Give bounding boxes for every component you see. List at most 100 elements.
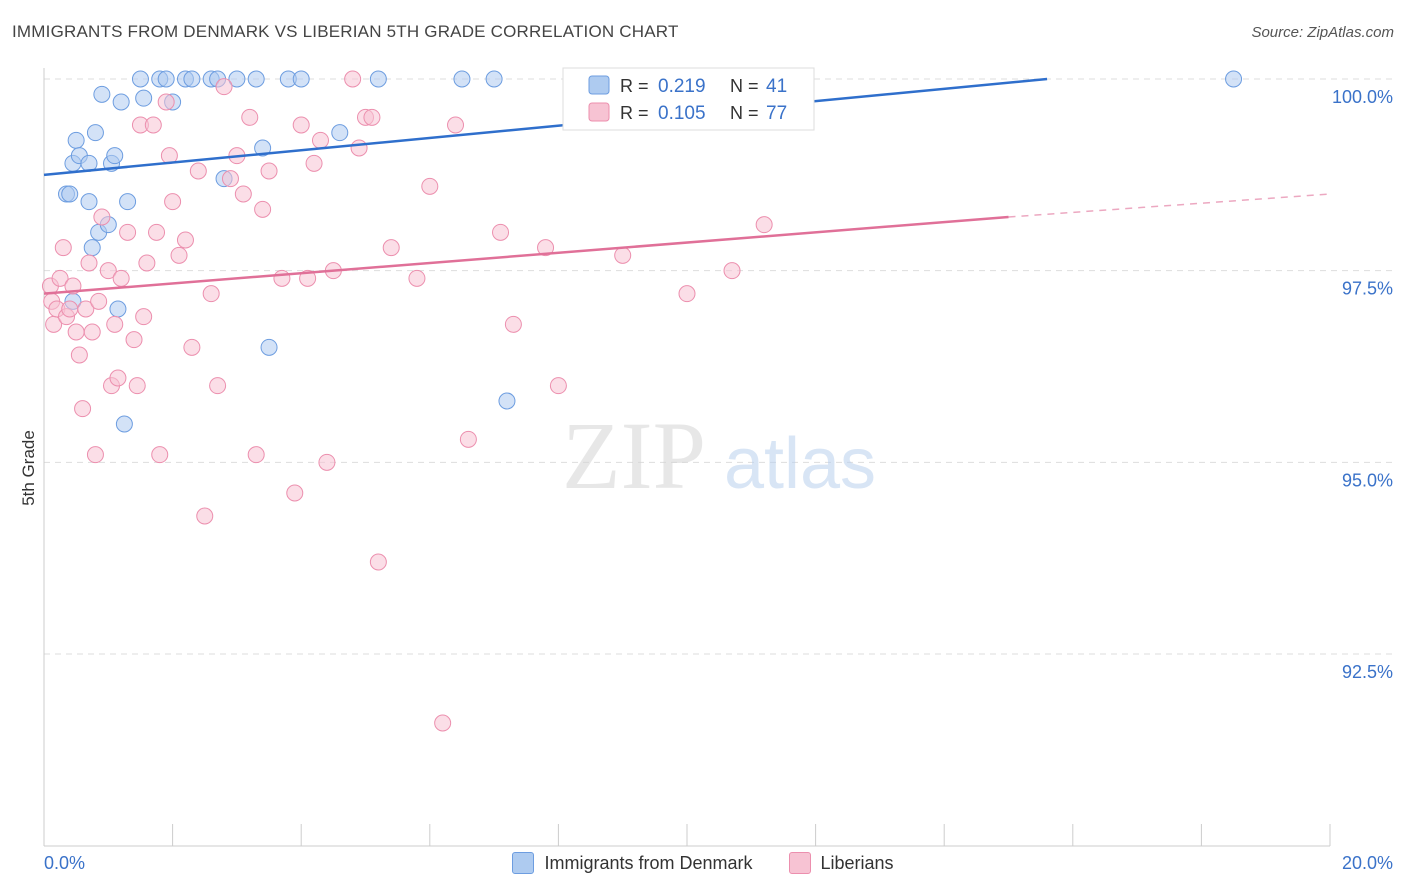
y-tick-labels: 92.5% 95.0% 97.5% 100.0% <box>1332 87 1393 682</box>
legend-item-denmark[interactable]: Immigrants from Denmark <box>512 852 753 874</box>
liberian-point <box>434 714 452 732</box>
denmark-point <box>260 338 278 356</box>
liberian-point <box>176 231 194 249</box>
liberian-point <box>144 116 162 134</box>
denmark-point <box>119 193 137 211</box>
chart-title: IMMIGRANTS FROM DENMARK VS LIBERIAN 5TH … <box>12 22 679 41</box>
liberian-point <box>311 131 329 149</box>
liberian-point <box>138 254 156 272</box>
liberian-point <box>382 239 400 257</box>
liberian-point <box>492 223 510 241</box>
liberian-point <box>299 269 317 287</box>
liberian-point <box>196 507 214 525</box>
liberian-point <box>183 338 201 356</box>
legend-liberians-swatch <box>788 852 811 874</box>
legend-pink-n-label: N = <box>730 103 759 123</box>
liberian-point <box>755 216 773 234</box>
liberian-point <box>234 185 252 203</box>
denmark-point <box>453 70 471 88</box>
liberian-point <box>83 323 101 341</box>
legend-denmark-label: Immigrants from Denmark <box>544 852 753 873</box>
liberian-point <box>77 300 95 318</box>
liberian-point <box>209 377 227 395</box>
watermark-zip: ZIP <box>562 402 706 509</box>
legend-item-liberians[interactable]: Liberians <box>788 852 894 874</box>
liberian-point <box>241 108 259 126</box>
liberian-point <box>112 269 130 287</box>
legend-liberians-label: Liberians <box>820 852 894 873</box>
data-points <box>41 70 1243 732</box>
liberian-point <box>157 93 175 111</box>
legend-blue-swatch <box>588 75 610 95</box>
liberian-point <box>106 315 124 333</box>
y-tick-label: 92.5% <box>1342 662 1393 682</box>
denmark-point <box>292 70 310 88</box>
denmark-point <box>369 70 387 88</box>
series-legend: Immigrants from Denmark Liberians <box>0 852 1406 874</box>
liberian-point <box>504 315 522 333</box>
x-tick-label-max: 20.0% <box>1342 853 1393 873</box>
source-label: Source: ZipAtlas.com <box>1251 24 1394 41</box>
liberian-point <box>254 200 272 218</box>
axes <box>43 68 1331 847</box>
liberian-point <box>318 453 336 471</box>
liberian-point <box>369 553 387 571</box>
liberian-point <box>247 446 265 464</box>
denmark-point <box>131 70 149 88</box>
legend-pink-r-label: R = <box>620 103 649 123</box>
denmark-point <box>228 70 246 88</box>
denmark-point <box>86 124 104 142</box>
liberian-point <box>363 108 381 126</box>
legend-blue-r-value: 0.219 <box>658 76 706 97</box>
liberian-point <box>260 162 278 180</box>
y-tick-label: 100.0% <box>1332 87 1393 107</box>
liberian-point <box>80 254 98 272</box>
liberian-point <box>459 430 477 448</box>
liberian-point <box>202 285 220 303</box>
legend-pink-n-value: 77 <box>766 103 787 124</box>
watermark-atlas: atlas <box>724 424 876 504</box>
stats-legend: R = 0.219 N = 41 R = 0.105 N = 77 <box>562 67 815 131</box>
liberian-point <box>273 269 291 287</box>
liberian-trend-extension <box>1008 193 1331 218</box>
liberian-point <box>221 170 239 188</box>
liberian-point <box>408 269 426 287</box>
liberian-point <box>215 78 233 96</box>
y-tick-label: 95.0% <box>1342 470 1393 490</box>
liberian-point <box>350 139 368 157</box>
denmark-point <box>247 70 265 88</box>
liberian-point <box>549 377 567 395</box>
liberian-point <box>151 446 169 464</box>
denmark-point <box>83 239 101 257</box>
denmark-point <box>331 124 349 142</box>
denmark-point <box>498 392 516 410</box>
legend-pink-swatch <box>588 102 610 122</box>
liberian-point <box>170 246 188 264</box>
legend-blue-n-value: 41 <box>766 76 787 97</box>
liberian-point <box>74 400 92 418</box>
denmark-point <box>93 85 111 103</box>
legend-blue-n-label: N = <box>730 76 759 96</box>
liberian-point <box>86 446 104 464</box>
liberian-point <box>421 177 439 195</box>
liberian-point <box>70 346 88 364</box>
legend-blue-r-label: R = <box>620 76 649 96</box>
liberian-point <box>148 223 166 241</box>
denmark-point <box>135 89 153 107</box>
liberian-point <box>54 239 72 257</box>
liberian-point <box>286 484 304 502</box>
liberian-point <box>614 246 632 264</box>
denmark-point <box>109 300 127 318</box>
denmark-point <box>254 139 272 157</box>
liberian-point <box>128 377 146 395</box>
liberian-point <box>305 154 323 172</box>
liberian-point <box>344 70 362 88</box>
liberian-point <box>135 308 153 326</box>
liberian-point <box>292 116 310 134</box>
liberian-point <box>537 239 555 257</box>
denmark-point <box>106 147 124 165</box>
denmark-point <box>61 185 79 203</box>
denmark-point <box>183 70 201 88</box>
liberian-point <box>109 369 127 387</box>
